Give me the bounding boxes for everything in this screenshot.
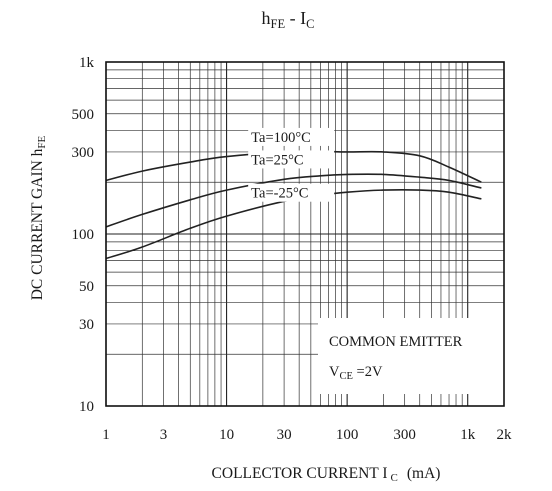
y-tick-label: 30 [79, 317, 94, 333]
x-tick-label: 1k [460, 427, 476, 443]
grid [105, 61, 505, 407]
y-tick-label: 10 [79, 399, 94, 415]
annotation-line1: COMMON EMITTER [329, 334, 463, 350]
y-tick-label: 100 [72, 227, 95, 243]
series-label-bg-2 [248, 183, 335, 202]
series-label-2: Ta=-25°C [251, 186, 308, 202]
y-tick-label: 300 [72, 145, 95, 161]
y-tick-label: 50 [79, 279, 94, 295]
annotation-box: COMMON EMITTER VCE =2V [318, 318, 504, 394]
x-tick-label: 100 [336, 427, 359, 443]
title-h: h [262, 8, 271, 28]
chart-title: hFE - IC [262, 8, 315, 31]
series-label-1: Ta=25°C [251, 152, 303, 168]
annotation-line2: VCE =2V [329, 364, 383, 382]
x-tick-labels: 1 3 10 30 100 300 1k 2k [102, 427, 512, 443]
y-tick-label: 1k [79, 55, 95, 71]
annotation-box-bg [318, 318, 504, 394]
x-tick-label: 30 [277, 427, 292, 443]
x-tick-label: 1 [102, 427, 110, 443]
x-tick-label: 2k [497, 427, 513, 443]
x-axis-title-unit: (mA) [407, 465, 441, 482]
title-h-sub: FE [271, 17, 286, 31]
curve-labels: Ta=100°C Ta=25°C Ta=-25°C [248, 127, 335, 202]
y-axis-title: DC CURRENT GAIN hFE [29, 135, 48, 300]
title-i: I [300, 8, 306, 28]
series-label-bg-1 [248, 150, 335, 169]
y-axis-title-sub: FE [36, 135, 48, 148]
series-label-bg-0 [248, 127, 335, 146]
title-separator: - [285, 8, 300, 28]
x-axis-title-sub: C [391, 472, 398, 484]
annotation-v: V [329, 364, 340, 380]
x-tick-label: 10 [219, 427, 234, 443]
plot-frame [105, 61, 505, 407]
annotation-v-rest: =2V [353, 364, 383, 380]
x-tick-label: 300 [393, 427, 416, 443]
x-tick-label: 3 [160, 427, 168, 443]
annotation-v-sub: CE [339, 371, 352, 382]
title-i-sub: C [306, 17, 314, 31]
series-label-0: Ta=100°C [251, 130, 311, 146]
y-tick-labels: 10 30 50 100 300 500 1k [72, 55, 95, 415]
x-axis-title: COLLECTOR CURRENT I C (mA) [212, 465, 441, 484]
y-axis-title-main: DC CURRENT GAIN h [29, 148, 46, 300]
series-line-1 [105, 173, 482, 228]
y-tick-label: 500 [72, 107, 95, 123]
x-axis-title-main: COLLECTOR CURRENT I [212, 465, 388, 482]
